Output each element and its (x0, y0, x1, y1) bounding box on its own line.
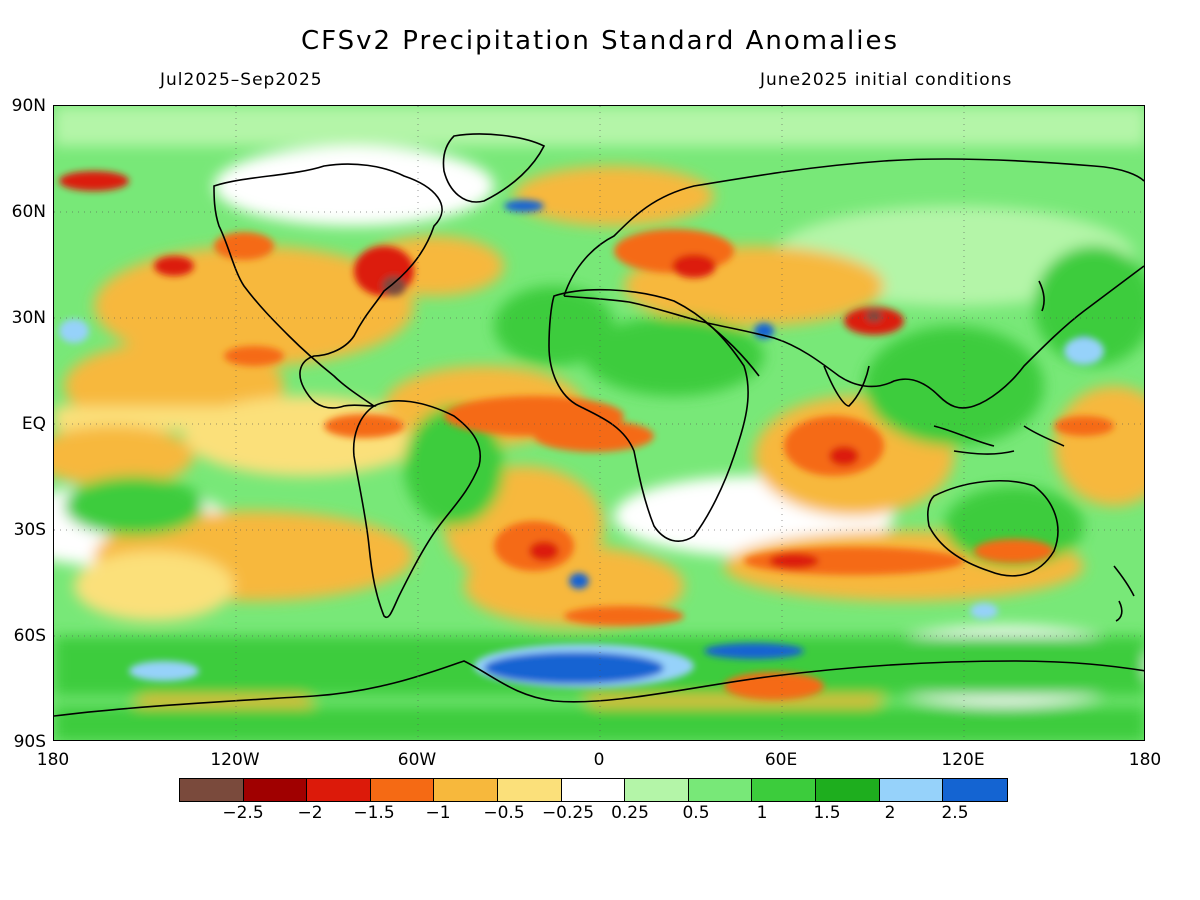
colorbar-swatch (370, 779, 435, 801)
colorbar-label: −1.5 (353, 803, 395, 823)
colorbar-label: −2.5 (222, 803, 264, 823)
colorbar-swatch (815, 779, 880, 801)
lon-label-60w: 60W (397, 750, 437, 770)
colorbar-label: 1.5 (813, 803, 841, 823)
lon-label-180w: 180 (36, 750, 70, 770)
colorbar-label: −0.25 (541, 803, 595, 823)
colorbar-swatch (307, 779, 371, 801)
colorbar-swatch (688, 779, 753, 801)
colorbar-swatch (752, 779, 816, 801)
lat-label-30s: 30S (13, 520, 46, 540)
lat-label-60n: 60N (11, 202, 46, 222)
colorbar-swatch (943, 779, 1007, 801)
colorbar-swatch (497, 779, 562, 801)
colorbar-label: −0.5 (483, 803, 525, 823)
anomaly-map (53, 105, 1145, 741)
lat-label-eq: EQ (21, 414, 46, 434)
colorbar-label: −2 (297, 803, 323, 823)
colorbar-swatch (243, 779, 308, 801)
forecast-period: Jul2025–Sep2025 (160, 70, 323, 90)
lon-label-0: 0 (593, 750, 605, 770)
lat-label-90n: 90N (11, 96, 46, 116)
colorbar-swatch (561, 779, 626, 801)
lon-label-180e: 180 (1128, 750, 1162, 770)
colorbar-label: 2.5 (941, 803, 969, 823)
initial-conditions-note: June2025 initial conditions (760, 70, 1013, 90)
lon-label-60e: 60E (764, 750, 798, 770)
colorbar-label: −1 (425, 803, 451, 823)
lon-label-120e: 120E (941, 750, 985, 770)
colorbar-label: 0.5 (682, 803, 710, 823)
colorbar-swatch (625, 779, 689, 801)
colorbar-label: 2 (884, 803, 896, 823)
lat-label-90s: 90S (13, 732, 46, 752)
colorbar-swatch (879, 779, 944, 801)
lat-label-30n: 30N (11, 308, 46, 328)
lat-label-60s: 60S (13, 626, 46, 646)
colorbar-label: 0.25 (611, 803, 649, 823)
colorbar (179, 778, 1008, 802)
colorbar-label: 1 (756, 803, 768, 823)
colorbar-swatch (180, 779, 244, 801)
lon-label-120w: 120W (210, 750, 260, 770)
colorbar-swatch (434, 779, 498, 801)
chart-title: CFSv2 Precipitation Standard Anomalies (300, 26, 900, 56)
